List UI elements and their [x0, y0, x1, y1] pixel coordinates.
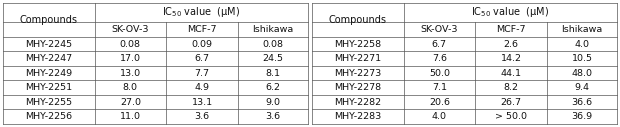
Text: 50.0: 50.0	[429, 69, 450, 78]
Text: 9.0: 9.0	[265, 98, 280, 107]
Text: Ishikawa: Ishikawa	[252, 25, 293, 34]
Text: IC$_{50}$ value  (μM): IC$_{50}$ value (μM)	[471, 5, 549, 19]
Text: MHY-2251: MHY-2251	[25, 83, 73, 92]
Text: MHY-2247: MHY-2247	[25, 54, 73, 63]
Text: 10.5: 10.5	[572, 54, 593, 63]
Text: 9.4: 9.4	[574, 83, 590, 92]
Text: 4.9: 4.9	[195, 83, 210, 92]
Text: 24.5: 24.5	[262, 54, 283, 63]
Text: > 50.0: > 50.0	[495, 112, 527, 121]
Text: SK-OV-3: SK-OV-3	[112, 25, 149, 34]
Text: 44.1: 44.1	[500, 69, 521, 78]
Text: SK-OV-3: SK-OV-3	[420, 25, 458, 34]
Text: 48.0: 48.0	[572, 69, 593, 78]
Text: MHY-2258: MHY-2258	[334, 40, 381, 49]
Text: MHY-2271: MHY-2271	[334, 54, 381, 63]
Text: MHY-2245: MHY-2245	[25, 40, 73, 49]
Text: 2.6: 2.6	[503, 40, 518, 49]
Text: 6.2: 6.2	[265, 83, 280, 92]
Text: 20.6: 20.6	[429, 98, 450, 107]
Text: MCF-7: MCF-7	[187, 25, 217, 34]
Text: 13.1: 13.1	[192, 98, 213, 107]
Text: 4.0: 4.0	[432, 112, 447, 121]
Text: MCF-7: MCF-7	[496, 25, 526, 34]
Text: 36.6: 36.6	[572, 98, 593, 107]
Text: 6.7: 6.7	[432, 40, 447, 49]
Text: 0.08: 0.08	[262, 40, 283, 49]
Text: 4.0: 4.0	[574, 40, 590, 49]
Text: 14.2: 14.2	[500, 54, 521, 63]
Text: 17.0: 17.0	[120, 54, 141, 63]
Text: 26.7: 26.7	[500, 98, 521, 107]
Text: 7.7: 7.7	[195, 69, 210, 78]
Text: MHY-2255: MHY-2255	[25, 98, 73, 107]
Text: MHY-2249: MHY-2249	[25, 69, 73, 78]
Text: MHY-2273: MHY-2273	[334, 69, 381, 78]
Text: 8.0: 8.0	[123, 83, 138, 92]
Text: IC$_{50}$ value  (μM): IC$_{50}$ value (μM)	[162, 5, 241, 19]
Text: 0.08: 0.08	[120, 40, 141, 49]
Text: 27.0: 27.0	[120, 98, 141, 107]
Text: 0.09: 0.09	[192, 40, 213, 49]
Text: 11.0: 11.0	[120, 112, 141, 121]
Text: Ishikawa: Ishikawa	[561, 25, 603, 34]
Text: 8.2: 8.2	[503, 83, 518, 92]
Text: 8.1: 8.1	[265, 69, 280, 78]
Text: Compounds: Compounds	[20, 15, 78, 25]
Text: MHY-2282: MHY-2282	[334, 98, 381, 107]
Text: 6.7: 6.7	[195, 54, 210, 63]
Text: 7.6: 7.6	[432, 54, 447, 63]
Text: MHY-2256: MHY-2256	[25, 112, 73, 121]
Text: 36.9: 36.9	[572, 112, 593, 121]
Text: 3.6: 3.6	[195, 112, 210, 121]
Text: MHY-2278: MHY-2278	[334, 83, 381, 92]
Text: 3.6: 3.6	[265, 112, 280, 121]
Text: MHY-2283: MHY-2283	[334, 112, 381, 121]
Text: 13.0: 13.0	[120, 69, 141, 78]
Text: Compounds: Compounds	[329, 15, 387, 25]
Text: 7.1: 7.1	[432, 83, 447, 92]
